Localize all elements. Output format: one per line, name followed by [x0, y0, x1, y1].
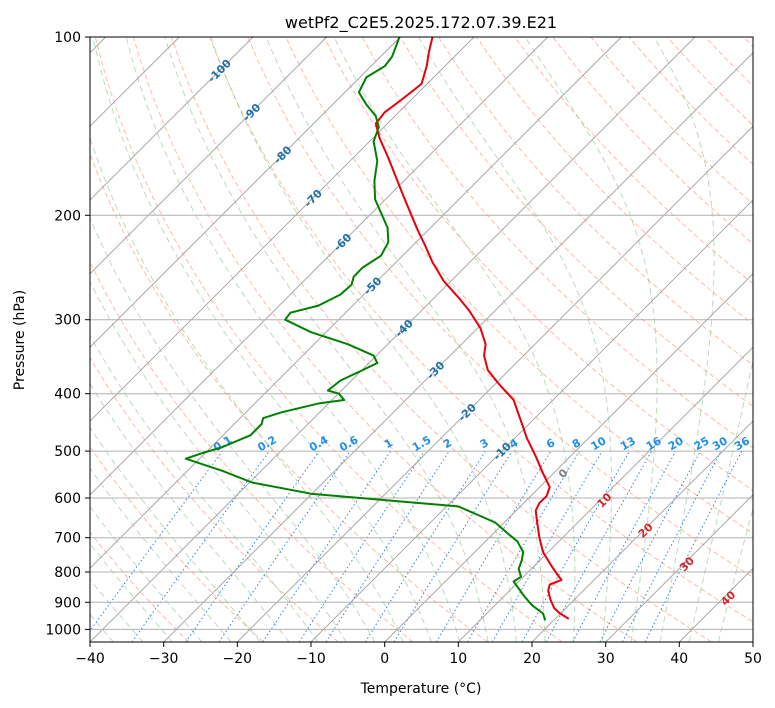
isotherm-line — [605, 494, 753, 642]
moist-adiabat — [90, 505, 203, 642]
y-tick-label: 200 — [54, 208, 81, 224]
moist-adiabat — [653, 37, 715, 642]
moist-adiabat — [92, 37, 432, 642]
moist-adiabat — [90, 334, 319, 642]
dry-adiabat — [361, 37, 753, 449]
mixing-ratio-line — [491, 450, 603, 642]
isotherm-line — [384, 273, 753, 642]
y-axis-title: Pressure (hPa) — [12, 290, 28, 390]
dry-adiabat — [90, 356, 339, 642]
y-tick-label: 700 — [54, 531, 81, 547]
x-tick-label: −40 — [75, 651, 105, 667]
x-axis-title: Temperature (°C) — [360, 681, 482, 697]
isotherm-line — [310, 199, 753, 642]
isotherm-line — [90, 37, 475, 422]
moist-adiabat — [90, 136, 404, 642]
dry-adiabat — [399, 37, 753, 407]
mixing-ratio-line — [131, 450, 270, 642]
moist-adiabat — [265, 37, 546, 642]
x-tick-label: 20 — [523, 651, 541, 667]
isotherm-line — [90, 37, 622, 569]
x-tick-label: 10 — [449, 651, 467, 667]
mixing-ratio-line — [435, 450, 552, 642]
isotherm-line — [236, 125, 753, 642]
y-tick-label: 800 — [54, 565, 81, 581]
y-tick-label: 600 — [54, 491, 81, 507]
isotherm-line — [90, 37, 254, 201]
dry-adiabat — [514, 37, 753, 285]
mixing-ratio-line — [521, 450, 630, 642]
y-axis: 100 200 300 400 500 600 700 800 900 1000 — [45, 30, 90, 638]
isotherm-line — [90, 37, 549, 496]
plot-frame — [89, 36, 754, 643]
dry-adiabat — [171, 37, 712, 642]
mixing-ratio-line — [298, 450, 425, 642]
x-tick-label: −10 — [296, 651, 326, 667]
x-tick-label: 50 — [744, 651, 762, 667]
sounding-series — [184, 37, 570, 621]
y-tick-label: 900 — [54, 595, 81, 611]
mixing-ratio-line — [325, 450, 450, 642]
background-lines — [90, 37, 753, 642]
dry-adiabat — [90, 446, 264, 642]
dry-adiabat — [285, 37, 753, 535]
moist-adiabat — [125, 37, 461, 642]
moist-adiabat — [90, 467, 232, 642]
x-tick-label: −30 — [149, 651, 179, 667]
isotherm-line — [90, 37, 401, 348]
mixing-ratio-line — [262, 450, 392, 642]
moist-adiabat — [90, 280, 347, 642]
y-tick-label: 1000 — [45, 622, 81, 638]
isotherm-line — [90, 37, 328, 275]
moist-adiabat — [90, 426, 261, 642]
y-tick-label: 300 — [54, 313, 81, 329]
chart-title: wetPf2_C2E5.2025.172.07.39.E21 — [285, 13, 557, 33]
moist-adiabat — [717, 506, 753, 642]
temperature-line — [374, 37, 570, 620]
dry-adiabat — [247, 37, 753, 578]
mixing-ratio-line — [467, 450, 580, 642]
moist-adiabat — [164, 37, 489, 642]
moist-adiabat — [688, 358, 753, 642]
isotherm-line — [90, 37, 696, 642]
dry-adiabat — [90, 531, 190, 642]
moist-adiabat — [333, 37, 576, 642]
moist-adiabat — [90, 216, 376, 642]
y-tick-label: 500 — [54, 444, 81, 460]
mixing-ratio-line — [185, 450, 320, 642]
mixing-ratio-line — [218, 450, 351, 642]
isotherm-line — [457, 346, 753, 642]
dewpoint-line — [184, 37, 547, 621]
dry-adiabat — [437, 37, 753, 366]
isotherm-line — [531, 420, 753, 642]
x-axis: −40 −30 −20 −10 0 10 20 30 40 50 — [75, 642, 762, 667]
moist-adiabat — [90, 542, 173, 642]
mixing-ratio-line — [364, 450, 486, 642]
x-tick-label: 40 — [670, 651, 688, 667]
mixing-ratio-line — [572, 450, 677, 642]
moist-adiabat — [524, 37, 658, 642]
x-tick-label: 0 — [380, 651, 389, 667]
dry-adiabat — [132, 37, 638, 642]
moist-adiabat — [418, 37, 613, 642]
mixing-ratio-line — [644, 450, 743, 642]
y-tick-label: 400 — [54, 387, 81, 403]
dry-adiabat — [90, 152, 488, 642]
dry-adiabat — [323, 37, 753, 491]
dry-adiabat — [209, 37, 753, 623]
moist-adiabat — [210, 37, 517, 642]
isotherm-line — [163, 52, 753, 642]
moist-adiabat — [90, 382, 290, 642]
moist-adiabat — [90, 578, 144, 642]
x-tick-label: −20 — [223, 651, 253, 667]
x-tick-label: 30 — [597, 651, 615, 667]
y-tick-label: 100 — [54, 30, 81, 46]
dry-adiabat — [94, 37, 563, 642]
